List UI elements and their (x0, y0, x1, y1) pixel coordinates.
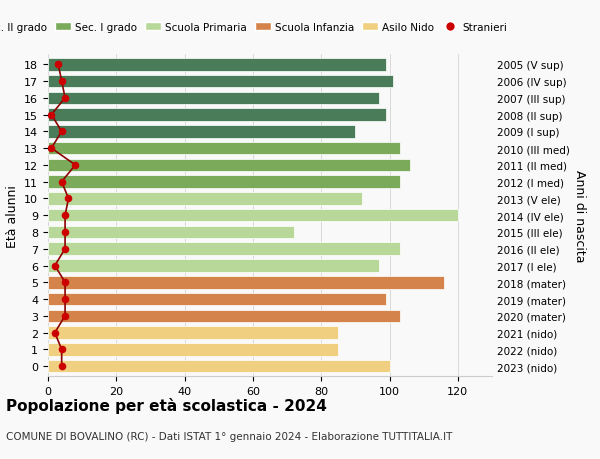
Bar (48, 109, 386, 122)
Bar (48, 76, 393, 88)
Bar (48, 59, 386, 72)
Point (60, 95, 70, 102)
Bar (48, 243, 400, 256)
Bar (48, 142, 400, 155)
Point (64, 196, 73, 203)
Point (60, 229, 70, 236)
Bar (48, 176, 400, 189)
Point (57, 363, 67, 370)
Point (57, 179, 67, 186)
Point (50, 262, 59, 269)
Text: COMUNE DI BOVALINO (RC) - Dati ISTAT 1° gennaio 2024 - Elaborazione TUTTITALIA.I: COMUNE DI BOVALINO (RC) - Dati ISTAT 1° … (6, 431, 452, 441)
Point (50, 329, 59, 336)
Bar (48, 126, 355, 138)
Point (57, 78, 67, 85)
Point (60, 212, 70, 219)
Point (53, 62, 63, 69)
Bar (48, 92, 379, 105)
Bar (48, 159, 410, 172)
Bar (48, 327, 338, 339)
Point (60, 313, 70, 320)
Bar (48, 226, 294, 239)
Y-axis label: Età alunni: Età alunni (5, 185, 19, 247)
Point (57, 346, 67, 353)
Point (71, 162, 80, 169)
Text: Popolazione per età scolastica - 2024: Popolazione per età scolastica - 2024 (6, 397, 327, 413)
Bar (48, 293, 386, 306)
Y-axis label: Anni di nascita: Anni di nascita (574, 169, 586, 262)
Bar (48, 193, 362, 205)
Point (60, 279, 70, 286)
Bar (48, 276, 444, 289)
Legend: Sec. II grado, Sec. I grado, Scuola Primaria, Scuola Infanzia, Asilo Nido, Stran: Sec. II grado, Sec. I grado, Scuola Prim… (0, 18, 511, 37)
Bar (48, 310, 400, 322)
Point (57, 129, 67, 136)
Bar (48, 260, 379, 272)
Bar (48, 360, 389, 373)
Point (60, 246, 70, 253)
Point (47, 112, 56, 119)
Bar (48, 343, 338, 356)
Point (47, 145, 56, 152)
Point (60, 296, 70, 303)
Bar (48, 209, 458, 222)
